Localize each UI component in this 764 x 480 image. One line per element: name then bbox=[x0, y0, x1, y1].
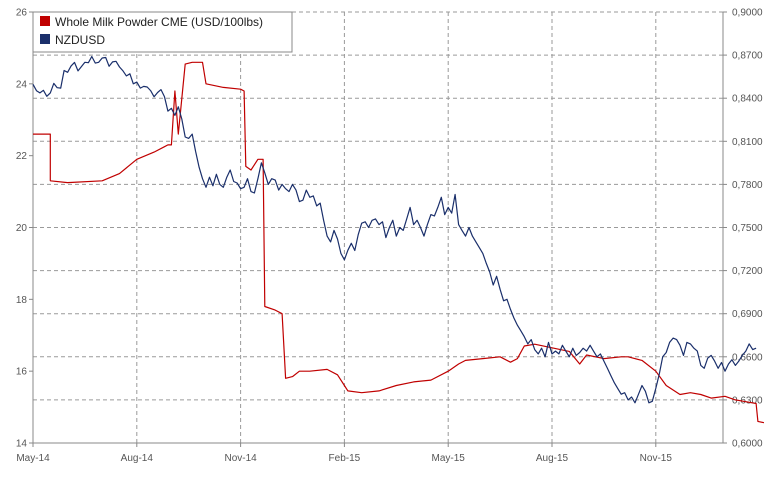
legend-box bbox=[32, 11, 293, 53]
left-tick-label: 20 bbox=[16, 223, 28, 234]
right-tick-label: 0,6900 bbox=[732, 309, 763, 320]
left-tick-label: 14 bbox=[16, 439, 28, 450]
horizontal-gridlines bbox=[33, 11, 723, 401]
left-tick-label: 22 bbox=[16, 151, 28, 162]
right-tick-label: 0,7200 bbox=[732, 266, 763, 277]
x-tick-label: May-15 bbox=[432, 453, 466, 464]
legend: Whole Milk Powder CME (USD/100lbs) NZDUS… bbox=[32, 11, 293, 53]
x-tick-label: Feb-15 bbox=[329, 453, 361, 464]
right-tick-label: 0,9000 bbox=[732, 8, 763, 19]
x-tick-label: Aug-14 bbox=[121, 453, 154, 464]
x-tick-label: May-14 bbox=[16, 453, 50, 464]
right-tick-label: 0,8400 bbox=[732, 94, 763, 105]
right-tick-label: 0,6000 bbox=[732, 439, 763, 450]
x-tick-label: Nov-15 bbox=[640, 453, 673, 464]
series-line-milk-powder bbox=[33, 61, 764, 424]
right-tick-label: 0,8700 bbox=[732, 51, 763, 62]
left-tick-label: 18 bbox=[16, 295, 28, 306]
left-tick-label: 16 bbox=[16, 367, 28, 378]
right-tick-label: 0,6600 bbox=[732, 352, 763, 363]
series-line-nzdusd bbox=[32, 55, 757, 404]
left-tick-label: 26 bbox=[16, 8, 28, 19]
legend-label-milk: Whole Milk Powder CME (USD/100lbs) bbox=[55, 15, 263, 29]
right-axis-ticks: 0,6000 0,6300 0,6600 0,6900 0,7200 0,7500 0,78… bbox=[723, 8, 763, 450]
x-tick-label: Nov-14 bbox=[224, 453, 257, 464]
x-axis-ticks: May-14 Aug-14 Nov-14 Feb-15 May-15 Aug-15 Nov-… bbox=[16, 443, 672, 464]
legend-swatch-milk bbox=[40, 16, 50, 26]
right-tick-label: 0,6300 bbox=[732, 395, 763, 406]
right-tick-label: 0,7800 bbox=[732, 180, 763, 191]
legend-swatch-nzdusd bbox=[40, 34, 50, 44]
left-tick-label: 24 bbox=[16, 79, 28, 90]
legend-label-nzdusd: NZDUSD bbox=[55, 33, 105, 47]
right-tick-label: 0,8100 bbox=[732, 137, 763, 148]
series-layer bbox=[32, 55, 764, 424]
x-tick-label: Aug-15 bbox=[536, 453, 569, 464]
left-axis-ticks: 14 16 18 20 22 24 26 bbox=[16, 8, 33, 450]
right-tick-label: 0,7500 bbox=[732, 223, 763, 234]
